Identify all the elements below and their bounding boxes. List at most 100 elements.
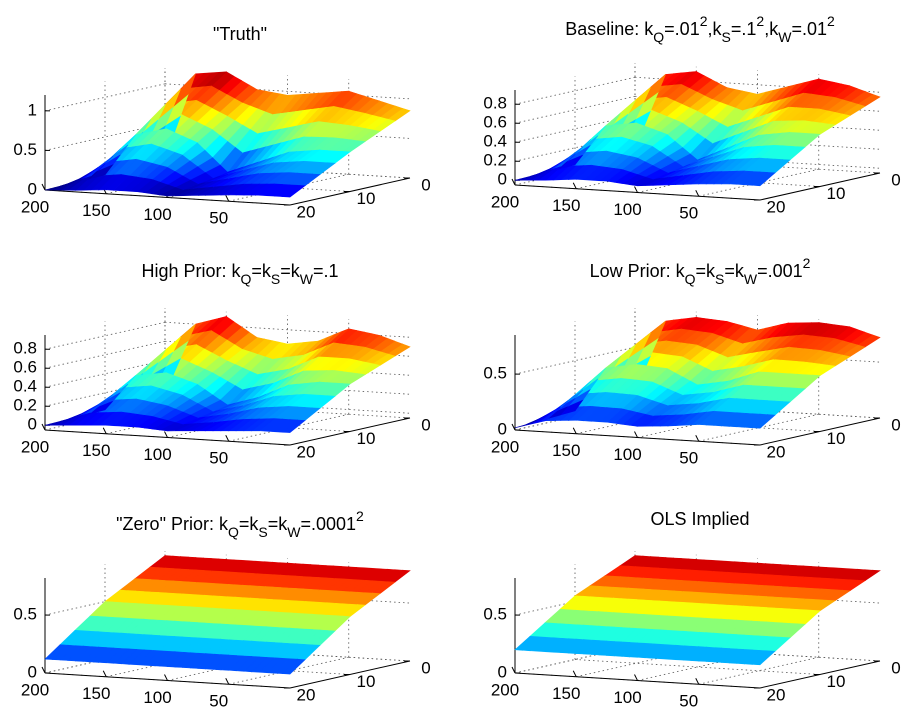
z-tick-label: 0.4 xyxy=(483,132,507,151)
z-tick-label: 0 xyxy=(28,415,37,434)
x-tick-label: 100 xyxy=(143,445,171,464)
title-part: Q xyxy=(653,29,664,45)
title-part: S xyxy=(715,271,724,287)
y-tick-label: 0 xyxy=(421,175,430,194)
title-part: ,k xyxy=(764,19,779,39)
title-part: =k xyxy=(724,261,745,281)
title-part: Q xyxy=(241,271,252,287)
y-axis xyxy=(289,417,411,446)
title-part: OLS Implied xyxy=(650,509,749,529)
x-tick-label: 200 xyxy=(491,680,519,699)
title-part: S xyxy=(258,524,267,540)
y-tick-label: 0 xyxy=(891,658,900,677)
z-tick-label: 0.5 xyxy=(13,605,37,624)
x-axis xyxy=(44,672,291,689)
x-tick-label: 150 xyxy=(82,684,110,703)
z-tick-label: 0.2 xyxy=(13,396,37,415)
x-tick-label: 100 xyxy=(613,445,641,464)
y-tick-label: 20 xyxy=(297,442,316,461)
title-part: =.01 xyxy=(664,19,700,39)
y-tick-label: 20 xyxy=(767,197,786,216)
surface-patch xyxy=(514,635,539,651)
z-tick-label: 0 xyxy=(28,179,37,198)
y-tick-label: 20 xyxy=(767,442,786,461)
x-tick xyxy=(572,182,577,189)
x-tick xyxy=(695,190,700,197)
z-tick-label: 0.6 xyxy=(13,358,37,377)
title-part: Q xyxy=(685,271,696,287)
x-tick-label: 150 xyxy=(552,196,580,215)
surface-patch xyxy=(44,419,68,426)
z-tick-label: 0.5 xyxy=(483,364,507,383)
x-tick xyxy=(225,195,230,202)
y-tick-label: 10 xyxy=(827,184,846,203)
y-tick-label: 0 xyxy=(891,415,900,434)
z-tick-label: 0.2 xyxy=(483,151,507,170)
z-tick-label: 0.5 xyxy=(13,140,37,159)
x-tick-label: 50 xyxy=(209,209,228,228)
title-part: Q xyxy=(228,524,239,540)
y-tick-label: 0 xyxy=(421,415,430,434)
chart-title: Low Prior: kQ=kS=kW=.0012 xyxy=(590,255,811,287)
z-tick-label: 0 xyxy=(498,170,507,189)
x-tick-label: 50 xyxy=(679,449,698,468)
y-tick-label: 10 xyxy=(357,189,376,208)
title-part: 2 xyxy=(756,13,764,29)
title-part: S xyxy=(271,271,280,287)
y-grid-line xyxy=(574,659,821,675)
x-tick xyxy=(695,678,700,685)
surface-plot: OLS Implied 0 0.5 200 150 100 50 0 10 20 xyxy=(483,509,900,711)
surface-patch xyxy=(514,419,538,429)
x-tick-label: 150 xyxy=(552,684,580,703)
x-tick-label: 50 xyxy=(209,449,228,468)
x-tick xyxy=(695,435,700,442)
surface-plot: Baseline: kQ=.012,kS=.12,kW=.01200.20.40… xyxy=(483,13,900,223)
x-tick-label: 50 xyxy=(679,692,698,710)
x-axis xyxy=(44,189,291,206)
title-part: 2 xyxy=(356,508,364,524)
x-tick-label: 100 xyxy=(613,200,641,219)
x-axis xyxy=(514,672,761,689)
x-tick xyxy=(164,431,168,438)
y-tick-label: 20 xyxy=(767,685,786,704)
chart-title: Baseline: kQ=.012,kS=.12,kW=.012 xyxy=(565,13,835,45)
x-tick xyxy=(164,674,168,681)
title-part: W xyxy=(287,524,301,540)
x-tick-label: 50 xyxy=(679,204,698,223)
chart-title: OLS Implied xyxy=(650,509,749,529)
title-part: "Truth" xyxy=(213,24,267,44)
y-axis xyxy=(289,177,411,206)
y-tick-label: 10 xyxy=(357,672,376,691)
y-axis xyxy=(759,417,881,446)
y-axis xyxy=(759,660,881,689)
title-part: =k xyxy=(268,514,289,534)
x-tick-label: 200 xyxy=(491,437,519,456)
title-part: =.1 xyxy=(313,261,339,281)
title-part: W xyxy=(300,271,314,287)
x-tick-label: 200 xyxy=(21,680,49,699)
z-tick-label: 0 xyxy=(498,662,507,681)
title-part: S xyxy=(722,29,731,45)
y-tick-label: 10 xyxy=(357,429,376,448)
y-tick-label: 0 xyxy=(421,658,430,677)
x-tick xyxy=(634,186,638,193)
title-part: "Zero" Prior: k xyxy=(116,514,229,534)
x-tick xyxy=(634,674,638,681)
x-tick xyxy=(102,670,107,677)
surface-plot: "Truth" 0 0.5 1 200 150 100 50 0 10 20 xyxy=(13,24,430,228)
x-axis xyxy=(514,184,761,201)
x-tick xyxy=(634,431,638,438)
title-part: Baseline: k xyxy=(565,19,654,39)
z-grid-line xyxy=(44,83,166,112)
x-tick-label: 200 xyxy=(491,192,519,211)
title-part: =k xyxy=(695,261,716,281)
title-part: =.01 xyxy=(791,19,827,39)
surface-patch xyxy=(44,644,69,660)
chart-title: High Prior: kQ=kS=kW=.1 xyxy=(141,261,338,287)
title-part: =k xyxy=(239,514,260,534)
x-axis xyxy=(514,429,761,446)
title-part: 2 xyxy=(827,13,835,29)
